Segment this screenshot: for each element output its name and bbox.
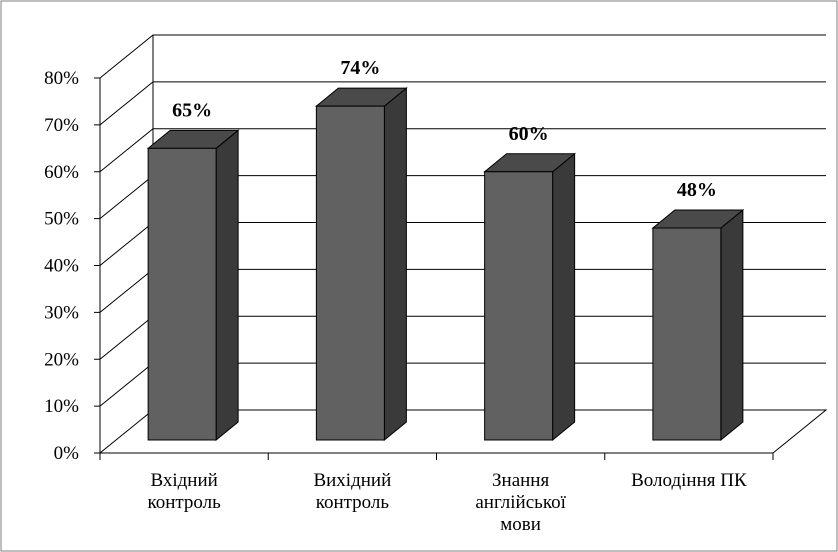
y-tick-label: 80% <box>44 68 79 89</box>
data-labels: 65% 74% 60% 48% <box>172 57 717 201</box>
bar-front <box>652 227 722 441</box>
y-tick-label: 50% <box>44 209 79 230</box>
x-category-labels: ВхіднийконтрольВихіднийконтрольЗнанняанг… <box>147 470 747 535</box>
x-category-label: контроль <box>316 492 390 513</box>
y-tick-label: 0% <box>54 443 80 464</box>
y-tick-label: 40% <box>44 256 79 277</box>
x-category-label: Вхідний <box>150 470 217 491</box>
x-category-label: англійської <box>475 492 566 513</box>
y-tick-labels: 0% 10% 20% 30% 40% 50% 60% 70% 80% <box>44 68 79 464</box>
y-tick-label: 70% <box>44 115 79 136</box>
bar-side <box>552 152 576 442</box>
bar-side <box>215 129 239 442</box>
bars <box>146 87 745 442</box>
x-category-label: Знання <box>492 470 549 491</box>
y-tick-label: 30% <box>44 302 79 323</box>
bar <box>651 208 745 442</box>
y-tick-label: 10% <box>44 396 79 417</box>
x-category-label: контроль <box>147 492 221 513</box>
bar <box>314 87 408 442</box>
bar-side <box>720 208 744 442</box>
data-label: 60% <box>509 123 549 145</box>
data-label: 65% <box>172 99 212 121</box>
bar-front <box>147 147 217 441</box>
x-category-label: Вихідний <box>313 470 391 491</box>
y-tick-label: 60% <box>44 162 79 183</box>
bar <box>483 152 577 442</box>
y-tick-label: 20% <box>44 349 79 370</box>
bar-side <box>383 87 407 442</box>
bar-front <box>315 105 385 441</box>
bar <box>146 129 240 442</box>
data-label: 48% <box>677 179 717 201</box>
data-label: 74% <box>340 57 380 79</box>
x-category-label: Володіння ПК <box>631 470 747 491</box>
bar-front <box>484 171 554 441</box>
x-category-label: мови <box>500 514 541 535</box>
